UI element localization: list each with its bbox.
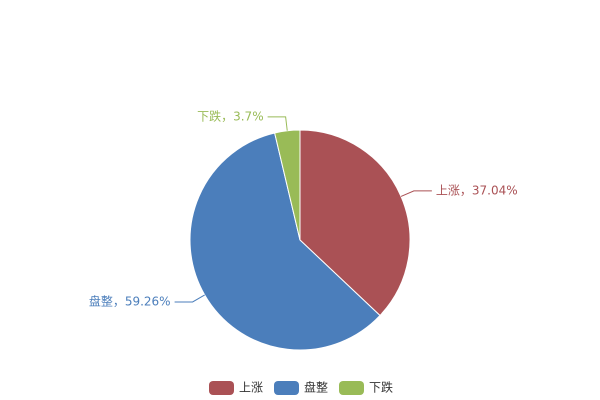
- data-label: 下跌，3.7%: [197, 108, 264, 123]
- data-label: 盘整，59.26%: [89, 293, 171, 308]
- legend-label[interactable]: 盘整: [304, 380, 328, 395]
- legend-swatch[interactable]: [339, 381, 364, 395]
- leader-line: [174, 294, 205, 303]
- legend-swatch[interactable]: [209, 381, 234, 395]
- leader-line: [400, 190, 432, 197]
- legend-swatch[interactable]: [274, 381, 299, 395]
- data-label: 上涨，37.04%: [436, 182, 518, 197]
- legend-label[interactable]: 下跌: [369, 380, 393, 395]
- pie-slice: [189, 132, 381, 351]
- leader-line: [267, 116, 288, 131]
- pie-slice: [299, 129, 411, 317]
- legend-label[interactable]: 上涨: [239, 380, 263, 395]
